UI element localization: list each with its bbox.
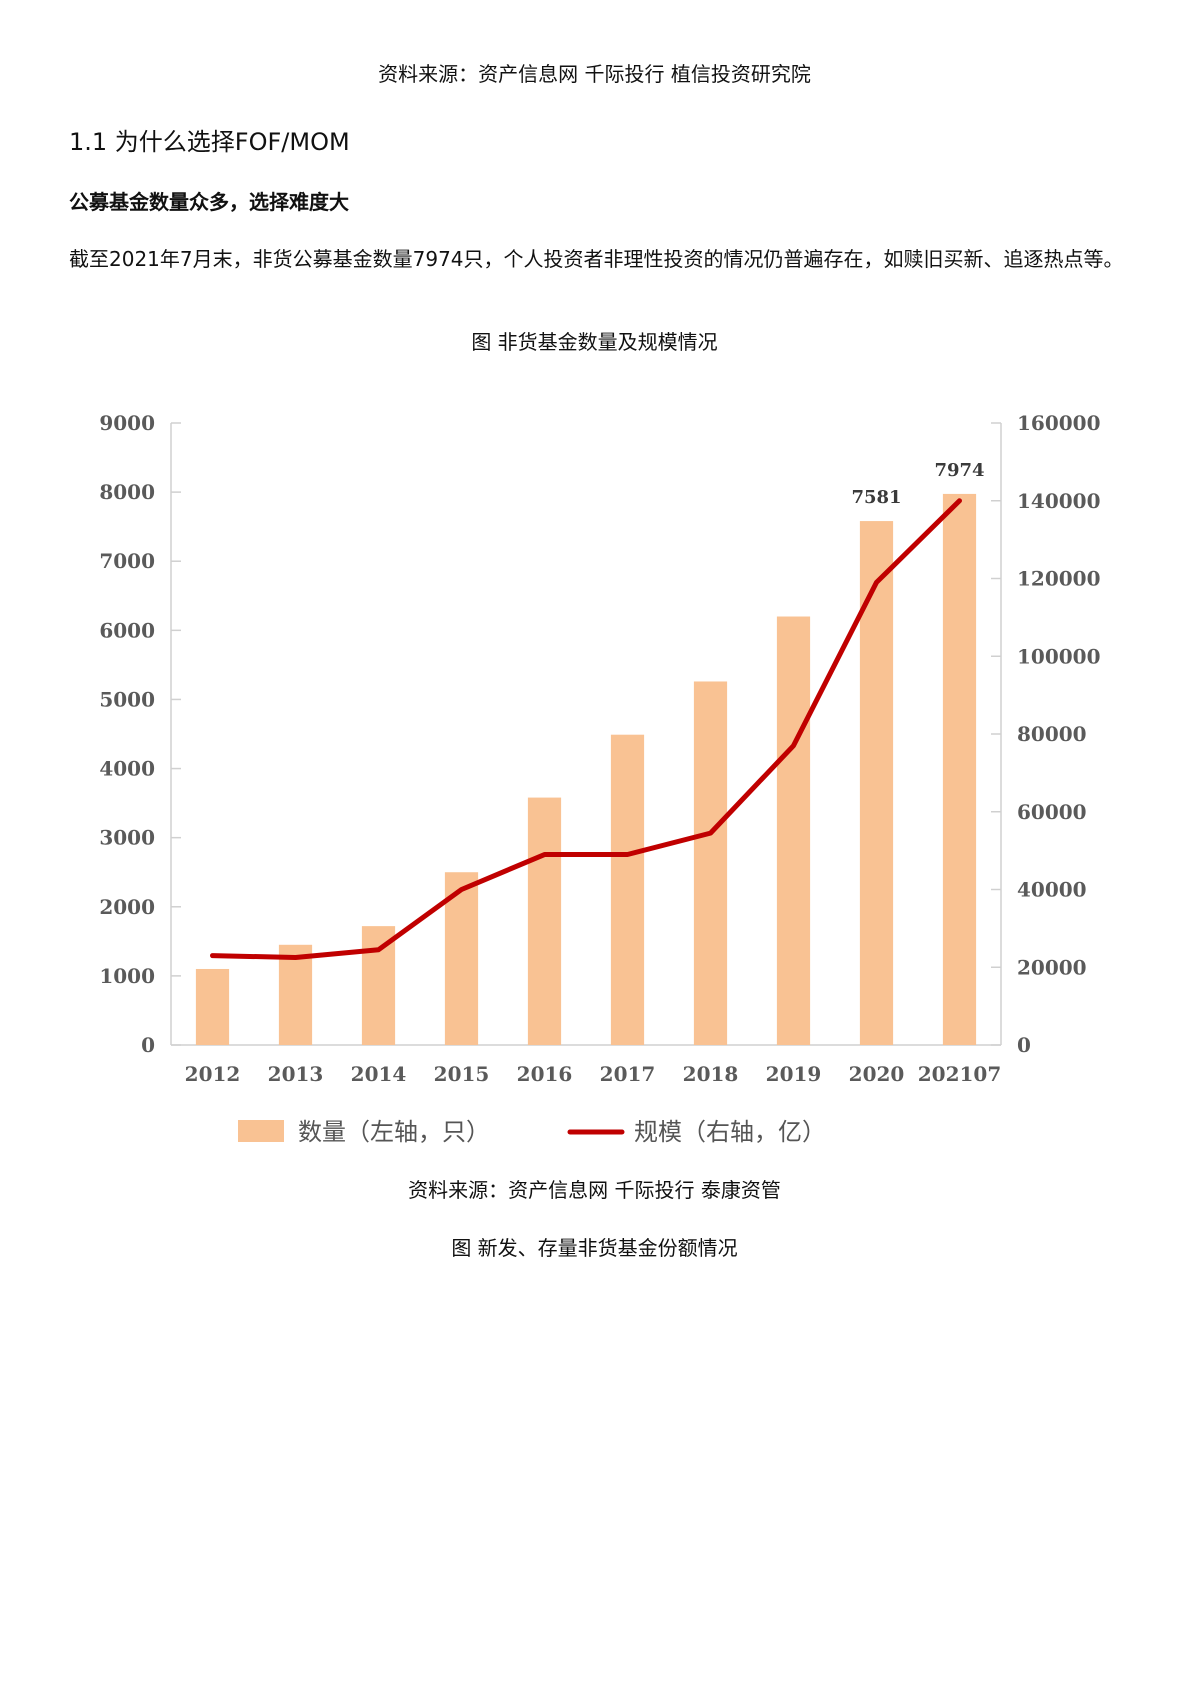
right-tick-label: 40000 xyxy=(1017,878,1087,902)
right-tick-label: 60000 xyxy=(1017,800,1087,824)
bar-2020 xyxy=(859,521,894,1045)
bar-2016 xyxy=(527,797,562,1045)
left-tick-label: 7000 xyxy=(99,549,155,573)
x-tick-label: 2015 xyxy=(434,1062,490,1086)
x-tick-label: 202107 xyxy=(918,1062,1002,1086)
x-tick-label: 2017 xyxy=(600,1062,656,1086)
right-tick-label: 20000 xyxy=(1017,955,1087,979)
right-tick-label: 0 xyxy=(1017,1033,1031,1057)
legend-bar-swatch xyxy=(238,1120,284,1142)
scale-line xyxy=(210,498,962,961)
x-tick-label: 2018 xyxy=(683,1062,739,1086)
left-tick-label: 8000 xyxy=(99,480,155,504)
left-tick-label: 9000 xyxy=(99,411,155,435)
right-tick-label: 140000 xyxy=(1017,489,1101,513)
right-tick-label: 120000 xyxy=(1017,567,1101,591)
subheading: 公募基金数量众多，选择难度大 xyxy=(69,190,349,214)
left-tick-label: 0 xyxy=(141,1033,155,1057)
x-tick-label: 2016 xyxy=(517,1062,573,1086)
section-heading: 1.1 为什么选择FOF/MOM xyxy=(69,128,350,156)
bar-2017 xyxy=(610,734,645,1045)
x-tick-label: 2020 xyxy=(849,1062,905,1086)
left-tick-label: 4000 xyxy=(99,757,155,781)
body-paragraph: 截至2021年7月末，非货公募基金数量7974只，个人投资者非理性投资的情况仍普… xyxy=(69,247,1124,271)
figure1-caption: 图 非货基金数量及规模情况 xyxy=(471,330,718,354)
bar-2019 xyxy=(776,616,811,1045)
top-source-note: 资料来源：资产信息网 千际投行 植信投资研究院 xyxy=(378,62,811,86)
chart-canvas: 0 1000 2000 3000 4000 5000 6000 7000 8000 9000 0 20… xyxy=(99,411,1101,1146)
right-tick-label: 160000 xyxy=(1017,411,1101,435)
x-tick-label: 2019 xyxy=(766,1062,822,1086)
left-tick-label: 3000 xyxy=(99,826,155,850)
figure2-caption: 图 新发、存量非货基金份额情况 xyxy=(451,1236,738,1260)
bar-2018 xyxy=(693,681,728,1045)
bar-2014 xyxy=(361,926,396,1045)
right-tick-label: 100000 xyxy=(1017,644,1101,668)
x-tick-label: 2013 xyxy=(268,1062,324,1086)
left-tick-label: 6000 xyxy=(99,618,155,642)
data-label-2020: 7581 xyxy=(851,487,901,508)
left-tick-label: 5000 xyxy=(99,687,155,711)
left-tick-label: 2000 xyxy=(99,895,155,919)
figure1-source-note: 资料来源：资产信息网 千际投行 泰康资管 xyxy=(408,1178,781,1202)
x-tick-label: 2014 xyxy=(351,1062,407,1086)
bar-2013 xyxy=(278,944,313,1045)
x-tick-label: 2012 xyxy=(185,1062,241,1086)
legend-bar-label: 数量（左轴，只） xyxy=(298,1118,490,1146)
fund-count-scale-chart: 0 1000 2000 3000 4000 5000 6000 7000 8000 9000 0 20… xyxy=(0,380,1189,1160)
data-label-202107: 7974 xyxy=(934,460,984,481)
bar-2015 xyxy=(444,872,479,1045)
legend-line-label: 规模（右轴，亿） xyxy=(634,1118,826,1146)
bar-2012 xyxy=(195,968,230,1045)
bar-202107 xyxy=(942,493,977,1046)
left-tick-label: 1000 xyxy=(99,964,155,988)
right-tick-label: 80000 xyxy=(1017,722,1087,746)
